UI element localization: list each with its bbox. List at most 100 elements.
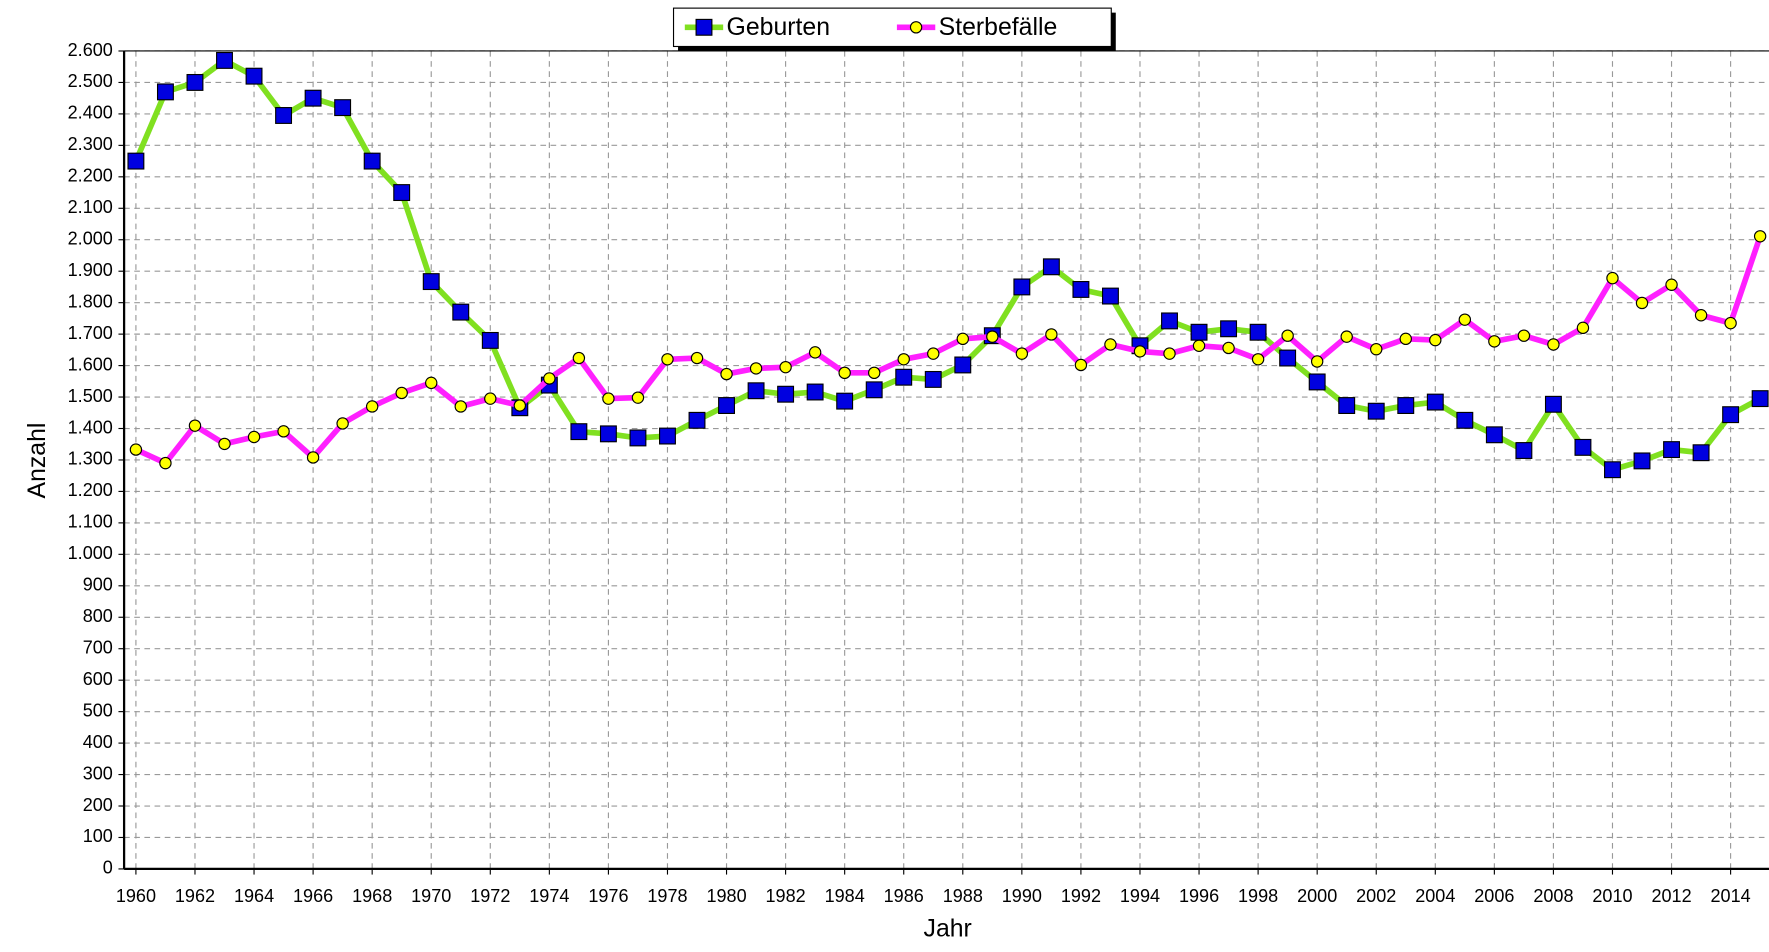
marker xyxy=(602,392,615,405)
marker xyxy=(986,330,999,343)
marker xyxy=(1426,393,1444,411)
marker xyxy=(127,152,145,170)
series-line xyxy=(133,57,1762,473)
marker xyxy=(1604,461,1621,479)
marker xyxy=(304,89,322,107)
marker xyxy=(1722,406,1740,424)
y-tick-label: 1.300 xyxy=(68,449,113,469)
y-tick-label: 2.100 xyxy=(68,197,113,217)
marker xyxy=(484,392,497,405)
y-tick-label: 500 xyxy=(83,700,113,720)
marker xyxy=(690,351,704,365)
x-tick-label: 1992 xyxy=(1061,886,1101,906)
marker xyxy=(777,385,795,403)
marker xyxy=(1308,373,1326,391)
legend: Geburten Sterbefälle xyxy=(672,7,1116,51)
marker xyxy=(1692,444,1710,462)
x-axis-title: Jahr xyxy=(924,915,972,942)
marker xyxy=(1310,355,1324,368)
marker xyxy=(334,99,352,117)
legend-box xyxy=(672,7,1112,48)
x-tick-label: 1990 xyxy=(1002,886,1042,906)
y-tick-label: 2.600 xyxy=(68,40,113,60)
x-tick-label: 1970 xyxy=(411,886,451,906)
marker xyxy=(865,381,883,399)
marker xyxy=(186,73,204,91)
x-tick-label: 2002 xyxy=(1356,886,1396,906)
marker xyxy=(1161,312,1178,330)
x-tick-label: 2008 xyxy=(1533,886,1573,906)
y-tick-label: 0 xyxy=(103,858,113,878)
marker xyxy=(1220,320,1238,338)
legend-label: Sterbefälle xyxy=(939,14,1058,41)
x-tick-label: 1998 xyxy=(1238,886,1278,906)
marker xyxy=(216,51,233,69)
marker xyxy=(129,443,143,456)
y-tick-label: 1.900 xyxy=(68,260,113,280)
x-tick-label: 1962 xyxy=(175,886,215,906)
x-tick-label: 2014 xyxy=(1711,886,1751,906)
y-tick-label: 2.400 xyxy=(68,103,113,123)
marker xyxy=(895,368,913,386)
x-tick-label: 2012 xyxy=(1651,886,1691,906)
marker xyxy=(365,400,379,413)
marker xyxy=(1456,411,1474,429)
marker xyxy=(1104,338,1117,351)
marker xyxy=(1429,333,1442,347)
marker xyxy=(1547,338,1560,351)
marker xyxy=(1101,287,1119,305)
marker xyxy=(1074,358,1088,372)
marker xyxy=(1753,230,1767,243)
marker xyxy=(838,366,851,380)
marker xyxy=(1488,335,1501,348)
marker xyxy=(1458,313,1472,326)
x-tick-label: 1976 xyxy=(588,886,628,906)
legend-marker xyxy=(909,21,923,34)
marker xyxy=(1190,323,1208,341)
marker xyxy=(572,351,586,365)
marker xyxy=(836,392,854,410)
y-tick-label: 200 xyxy=(83,795,113,815)
marker xyxy=(1013,278,1031,296)
marker xyxy=(1042,258,1060,276)
marker xyxy=(808,346,822,359)
marker xyxy=(718,397,736,414)
marker xyxy=(956,332,969,346)
marker xyxy=(1635,296,1649,310)
marker xyxy=(599,425,617,443)
marker xyxy=(277,425,290,438)
marker xyxy=(1370,343,1383,356)
y-tick-label: 600 xyxy=(83,669,113,689)
marker xyxy=(395,386,408,400)
marker xyxy=(454,400,467,413)
y-tick-label: 1.000 xyxy=(68,543,113,563)
marker xyxy=(1281,329,1294,342)
marker xyxy=(1724,316,1737,330)
marker xyxy=(659,427,676,445)
marker xyxy=(1133,345,1147,358)
marker xyxy=(867,366,881,380)
marker xyxy=(1544,395,1562,413)
marker xyxy=(779,360,792,374)
marker xyxy=(1663,441,1681,459)
y-tick-label: 100 xyxy=(83,826,113,846)
marker xyxy=(631,391,645,404)
marker xyxy=(1574,438,1592,456)
y-tick-label: 800 xyxy=(83,606,113,626)
marker xyxy=(749,362,763,375)
marker xyxy=(1163,347,1176,360)
marker xyxy=(1606,271,1619,285)
marker xyxy=(1249,323,1267,341)
marker xyxy=(543,372,556,385)
marker xyxy=(422,273,440,291)
marker xyxy=(1515,442,1533,459)
marker xyxy=(188,419,202,432)
marker xyxy=(1633,452,1651,470)
marker xyxy=(452,303,470,321)
series-line xyxy=(134,235,1763,466)
x-tick-label: 1978 xyxy=(647,886,687,906)
marker xyxy=(1517,329,1531,342)
marker xyxy=(1251,353,1265,366)
marker xyxy=(1338,397,1356,414)
